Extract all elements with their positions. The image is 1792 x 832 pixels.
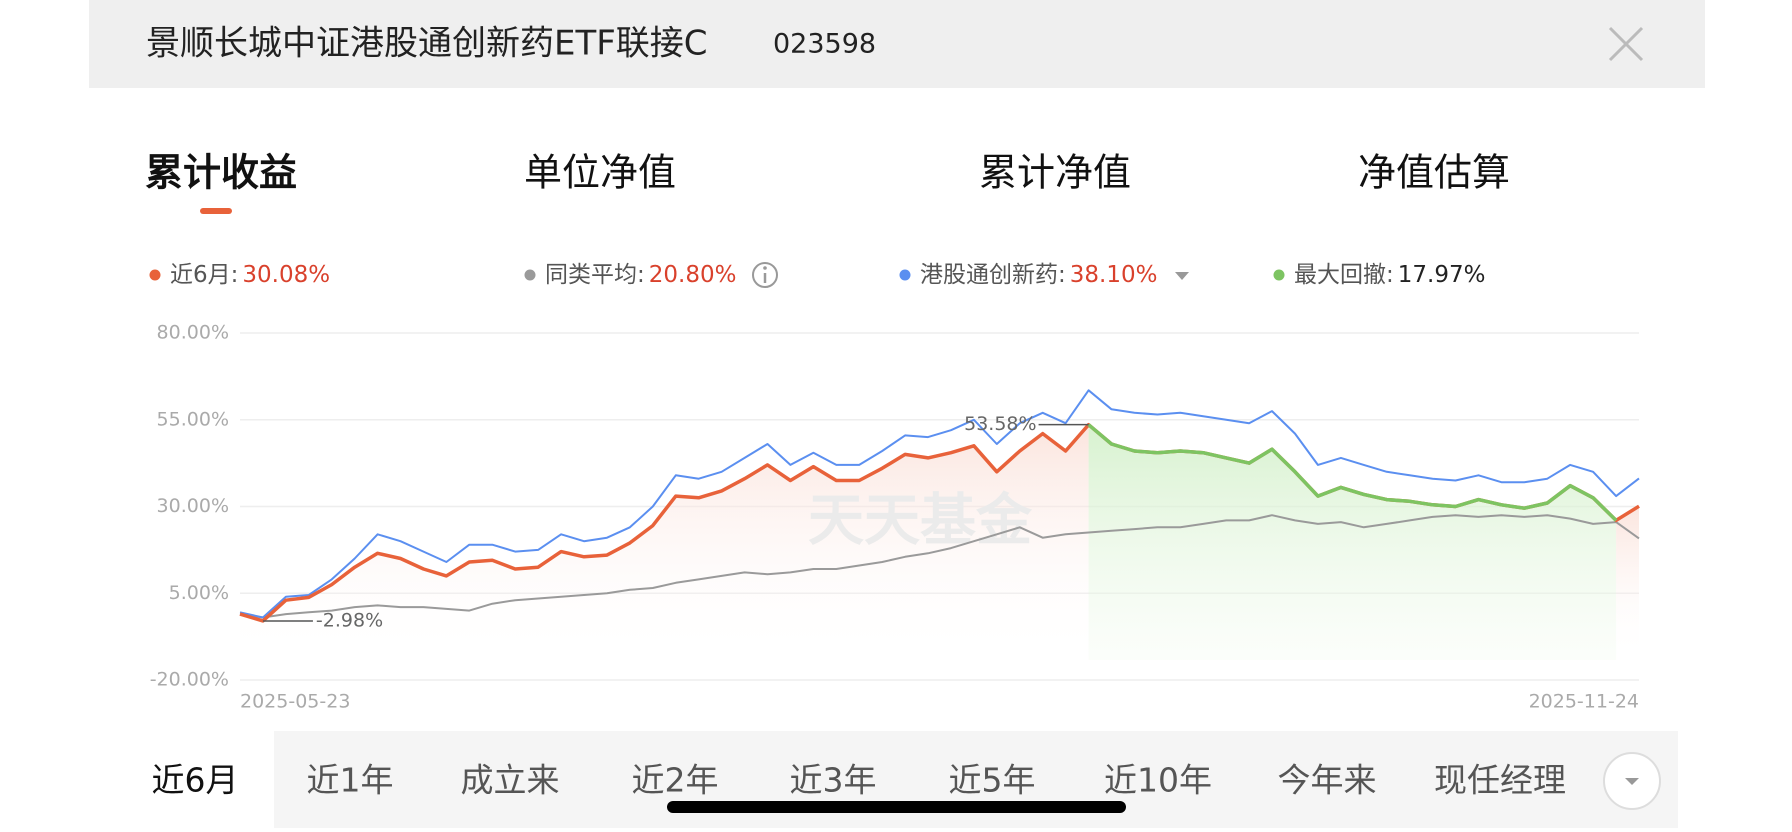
annotation-label: -2.98%	[316, 609, 383, 631]
fund-code: 023598	[773, 29, 876, 60]
legend-value: 38.10%	[1070, 262, 1158, 288]
info-ring	[752, 262, 778, 288]
y-tick-label: -20.00%	[150, 669, 229, 691]
tab[interactable]: 净值估算	[1358, 151, 1510, 195]
legend-entry: 港股通创新药: 38.10%	[920, 262, 1157, 288]
home-indicator	[667, 801, 1126, 813]
tab[interactable]: 累计净值	[979, 151, 1131, 195]
tab[interactable]: 单位净值	[524, 151, 676, 195]
legend-dot	[524, 269, 536, 281]
series-line	[239, 389, 1640, 619]
x-tick-label: 2025-05-23	[240, 691, 350, 713]
fund-area	[1616, 506, 1639, 660]
legend-name: 近6月:	[170, 262, 238, 288]
info-icon[interactable]	[752, 262, 778, 288]
fund-area	[240, 424, 1089, 660]
legend-value: 30.08%	[242, 262, 330, 288]
chart: -20.00% 5.00% 30.00% 55.00% 80.00% 2025-05-23…	[150, 322, 1640, 713]
legend-value: 20.80%	[649, 262, 737, 288]
period-option[interactable]: 近2年	[632, 761, 719, 800]
x-tick-label: 2025-11-24	[1529, 691, 1639, 713]
tab-underline	[200, 208, 232, 214]
legend-value: 17.97%	[1398, 262, 1486, 288]
watermark: 天天基金	[808, 488, 1033, 554]
series-line	[239, 514, 1640, 619]
y-tick-label: 55.00%	[157, 408, 229, 430]
fund-title: 景顺长城中证港股通创新药ETF联接C	[146, 24, 708, 64]
period-option[interactable]: 近1年	[307, 761, 394, 800]
legend: 近6月: 30.08% 同类平均: 20.80% 港股通创新药: 38.10% 最大回撤: 1…	[149, 262, 1485, 288]
periods: 近6月 近1年 成立来 近2年 近3年 近5年 近10年 今年来 现任经理	[152, 761, 1567, 800]
legend-entry: 近6月: 30.08%	[170, 262, 330, 288]
legend-name: 最大回撤:	[1294, 262, 1394, 288]
header-bar	[89, 0, 1705, 88]
legend-dot	[149, 269, 161, 281]
legend-dropdown[interactable]	[1175, 272, 1189, 280]
drawdown-area	[1088, 424, 1617, 660]
y-tick-label: 5.00%	[169, 582, 229, 604]
legend-entry: 同类平均: 20.80%	[545, 262, 736, 288]
legend-dot	[1273, 269, 1285, 281]
drawdown-line	[1087, 423, 1618, 522]
period-option[interactable]: 现任经理	[1434, 761, 1566, 800]
legend-name: 港股通创新药:	[920, 262, 1066, 288]
y-tick-label: 80.00%	[157, 322, 229, 344]
info-dot	[763, 266, 767, 270]
y-tick-label: 30.00%	[157, 495, 229, 517]
tab[interactable]: 累计收益	[145, 151, 297, 195]
legend-name: 同类平均:	[545, 262, 645, 288]
period-option[interactable]: 今年来	[1278, 761, 1377, 800]
period-dropdown[interactable]	[1603, 752, 1661, 810]
period-option[interactable]: 近5年	[949, 761, 1036, 800]
legend-dot	[899, 269, 911, 281]
period-option[interactable]: 近10年	[1104, 761, 1212, 800]
tabs: 累计收益 单位净值 累计净值 净值估算	[145, 151, 1510, 214]
period-option[interactable]: 近6月	[152, 761, 239, 800]
legend-entry: 最大回撤: 17.97%	[1294, 262, 1485, 288]
annotation-label: 53.58%	[964, 413, 1036, 435]
close-button[interactable]	[1608, 26, 1644, 62]
period-option[interactable]: 近3年	[790, 761, 877, 800]
period-option[interactable]: 成立来	[461, 761, 560, 800]
